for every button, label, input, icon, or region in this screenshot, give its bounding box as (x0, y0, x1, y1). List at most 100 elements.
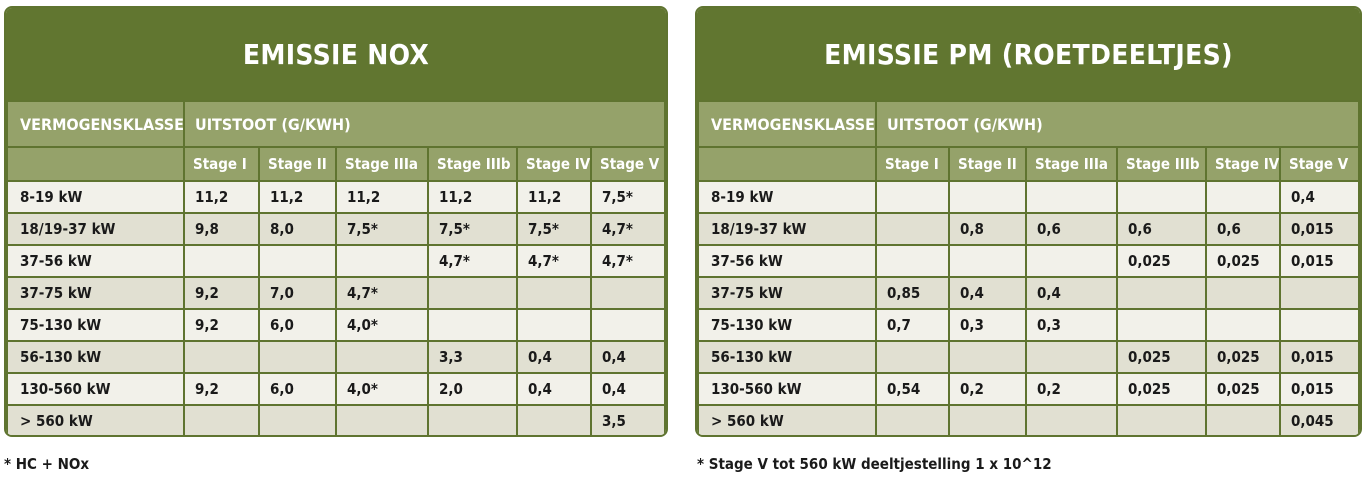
nox-row-klasse: 8-19 kW (6, 180, 185, 214)
nox-cell: 4,7* (590, 212, 666, 246)
pm-cell (875, 244, 950, 278)
nox-cell: 0,4 (516, 372, 592, 406)
nox-table-body: VERMOGENSKLASSE UITSTOOT (G/KWH) Stage I… (6, 100, 666, 435)
nox-cell: 9,8 (183, 212, 260, 246)
pm-cell (948, 340, 1027, 374)
pm-table: VERMOGENSKLASSE UITSTOOT (G/KWH) Stage I… (697, 100, 1360, 435)
pm-stage-header: Stage V (1279, 146, 1360, 182)
nox-cell: 11,2 (516, 180, 592, 214)
pm-row-klasse: 37-75 kW (697, 276, 877, 310)
pm-cell (1205, 308, 1281, 342)
nox-cell: 4,7* (335, 276, 429, 310)
table-row: 37-56 kW 4,7* 4,7* 4,7* (6, 244, 666, 278)
pm-cell (1205, 404, 1281, 435)
pm-title: EMISSIE PM (ROETDEELTJES) (697, 8, 1360, 100)
table-row: 56-130 kW 0,025 0,025 0,015 (697, 340, 1360, 374)
table-row: 56-130 kW 3,3 0,4 0,4 (6, 340, 666, 374)
nox-cell: 7,5* (516, 212, 592, 246)
nox-cell: 9,2 (183, 276, 260, 310)
nox-table: VERMOGENSKLASSE UITSTOOT (G/KWH) Stage I… (6, 100, 666, 435)
nox-cell: 7,5* (427, 212, 518, 246)
nox-stage-header: Stage IIIb (427, 146, 518, 182)
nox-cell: 4,0* (335, 372, 429, 406)
pm-cell: 0,045 (1279, 404, 1360, 435)
pm-footnote: * Stage V tot 560 kW deeltjestelling 1 x… (697, 455, 1052, 473)
pm-cell (1205, 276, 1281, 310)
table-row: 8-19 kW 11,2 11,2 11,2 11,2 11,2 7,5* (6, 180, 666, 214)
nox-cell: 9,2 (183, 372, 260, 406)
nox-cell: 0,4 (516, 340, 592, 374)
pm-cell: 0,2 (948, 372, 1027, 406)
nox-title: EMISSIE NOX (6, 8, 666, 100)
nox-stage-header-blank (6, 146, 185, 182)
table-row: 18/19-37 kW 0,8 0,6 0,6 0,6 0,015 (697, 212, 1360, 246)
nox-table-panel: EMISSIE NOX VERMOGENSKLASSE UITSTOOT (G/… (4, 6, 668, 437)
pm-cell: 0,2 (1025, 372, 1118, 406)
pm-cell: 0,6 (1116, 212, 1207, 246)
nox-col-vermogensklasse: VERMOGENSKLASSE (6, 100, 185, 148)
nox-cell: 3,3 (427, 340, 518, 374)
pm-cell (875, 340, 950, 374)
nox-cell (427, 276, 518, 310)
pm-cell (875, 404, 950, 435)
pm-stage-header: Stage II (948, 146, 1027, 182)
nox-row-klasse: > 560 kW (6, 404, 185, 435)
nox-cell: 7,5* (335, 212, 429, 246)
pm-header-row: VERMOGENSKLASSE UITSTOOT (G/KWH) (697, 100, 1360, 148)
table-row: 130-560 kW 0,54 0,2 0,2 0,025 0,025 0,015 (697, 372, 1360, 406)
nox-cell (183, 244, 260, 278)
pm-cell: 0,015 (1279, 372, 1360, 406)
nox-cell: 6,0 (258, 372, 337, 406)
nox-cell: 7,5* (590, 180, 666, 214)
nox-cell (258, 340, 337, 374)
pm-cell: 0,015 (1279, 212, 1360, 246)
nox-row-klasse: 37-56 kW (6, 244, 185, 278)
nox-row-klasse: 18/19-37 kW (6, 212, 185, 246)
pm-cell (1279, 308, 1360, 342)
pm-cell: 0,54 (875, 372, 950, 406)
nox-cell: 4,7* (427, 244, 518, 278)
pm-cell (875, 212, 950, 246)
nox-cell: 6,0 (258, 308, 337, 342)
table-row: > 560 kW 0,045 (697, 404, 1360, 435)
pm-cell: 0,8 (948, 212, 1027, 246)
pm-stage-header-blank (697, 146, 877, 182)
nox-cell (183, 404, 260, 435)
pm-cell: 0,025 (1116, 340, 1207, 374)
pm-col-vermogensklasse: VERMOGENSKLASSE (697, 100, 877, 148)
pm-cell: 0,4 (948, 276, 1027, 310)
nox-cell (516, 276, 592, 310)
nox-cell (590, 308, 666, 342)
pm-cell (1205, 180, 1281, 214)
pm-cell: 0,4 (1025, 276, 1118, 310)
pm-row-klasse: 8-19 kW (697, 180, 877, 214)
nox-cell: 2,0 (427, 372, 518, 406)
pm-cell (948, 180, 1027, 214)
pm-cell (948, 244, 1027, 278)
table-row: 18/19-37 kW 9,8 8,0 7,5* 7,5* 7,5* 4,7* (6, 212, 666, 246)
pm-stage-header-row: Stage I Stage II Stage IIIa Stage IIIb Stage… (697, 146, 1360, 182)
nox-cell (427, 308, 518, 342)
nox-cell (335, 340, 429, 374)
pm-col-uitstoot: UITSTOOT (G/KWH) (875, 100, 1360, 148)
nox-stage-header: Stage II (258, 146, 337, 182)
nox-header-row: VERMOGENSKLASSE UITSTOOT (G/KWH) (6, 100, 666, 148)
pm-stage-header: Stage IIIb (1116, 146, 1207, 182)
pm-cell (948, 404, 1027, 435)
table-row: 37-75 kW 9,2 7,0 4,7* (6, 276, 666, 310)
table-row: 130-560 kW 9,2 6,0 4,0* 2,0 0,4 0,4 (6, 372, 666, 406)
pm-cell: 0,025 (1205, 340, 1281, 374)
pm-cell: 0,4 (1279, 180, 1360, 214)
nox-cell: 4,0* (335, 308, 429, 342)
pm-cell: 0,025 (1205, 244, 1281, 278)
table-row: 75-130 kW 9,2 6,0 4,0* (6, 308, 666, 342)
nox-stage-header-row: Stage I Stage II Stage IIIa Stage IIIb Stage… (6, 146, 666, 182)
pm-cell: 0,015 (1279, 340, 1360, 374)
nox-cell (335, 404, 429, 435)
pm-cell: 0,85 (875, 276, 950, 310)
nox-row-klasse: 37-75 kW (6, 276, 185, 310)
pm-cell (1116, 308, 1207, 342)
pm-cell (1025, 404, 1118, 435)
pm-cell: 0,6 (1025, 212, 1118, 246)
pm-stage-header: Stage IV (1205, 146, 1281, 182)
